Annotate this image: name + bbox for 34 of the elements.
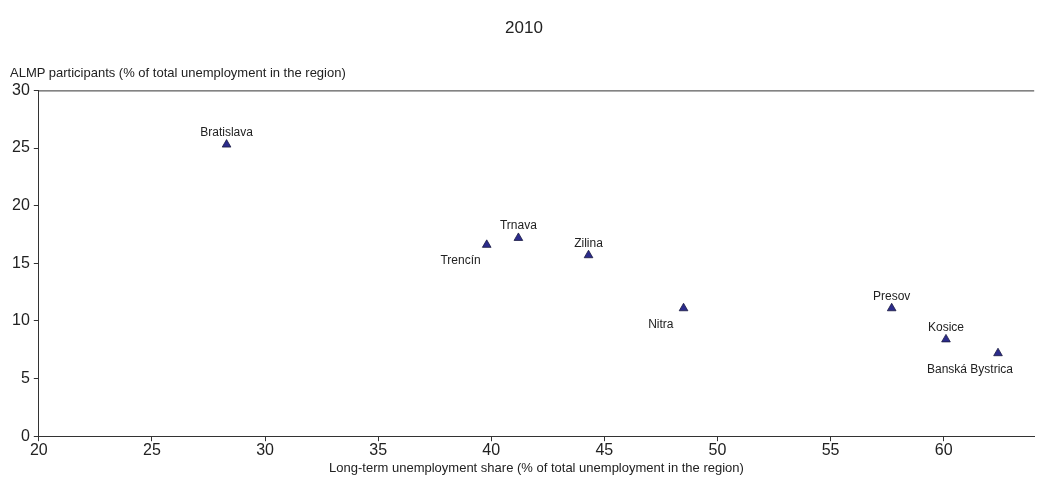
- y-tick-label: 5: [20, 368, 30, 386]
- y-tick-label: 10: [12, 311, 30, 329]
- x-axis-title: Long-term unemployment share (% of total unemployment in the region): [329, 459, 744, 475]
- point: [678, 302, 689, 312]
- x-tick-label: 40: [482, 441, 501, 459]
- chart-title: 2010: [505, 17, 543, 37]
- point: [482, 239, 492, 248]
- annotation: Kosice: [927, 319, 965, 334]
- point: [993, 347, 1003, 357]
- annotation: Presov: [873, 288, 911, 303]
- y-tick-label: 25: [12, 138, 30, 156]
- y-axis-title: ALMP participants (% of total unemployment in the region): [10, 65, 346, 81]
- y-tick-label: 20: [12, 196, 30, 214]
- y-tick-label: 30: [12, 80, 30, 98]
- x-tick-label: 55: [821, 441, 840, 459]
- annotation: Nitra: [648, 316, 674, 331]
- x-tick-label: 50: [708, 441, 727, 459]
- y-tick-label: 0: [20, 426, 30, 444]
- point: [513, 232, 524, 241]
- x-tick-label: 25: [143, 441, 161, 459]
- annotation: Zilina: [574, 235, 604, 250]
- x-tick-label: 35: [369, 441, 388, 459]
- point: [221, 139, 232, 148]
- point: [583, 249, 594, 259]
- annotation: Banská Bystrica: [926, 361, 1014, 376]
- x-tick-label: 30: [256, 441, 275, 459]
- y-tick-label: 15: [12, 253, 30, 271]
- point: [886, 302, 897, 312]
- x-tick-label: 60: [934, 441, 953, 459]
- point: [941, 333, 951, 343]
- x-tick-label: 45: [595, 441, 614, 459]
- annotation: Trencín: [440, 253, 481, 268]
- annotation: Bratislava: [200, 124, 254, 139]
- annotation: Trnava: [499, 218, 538, 233]
